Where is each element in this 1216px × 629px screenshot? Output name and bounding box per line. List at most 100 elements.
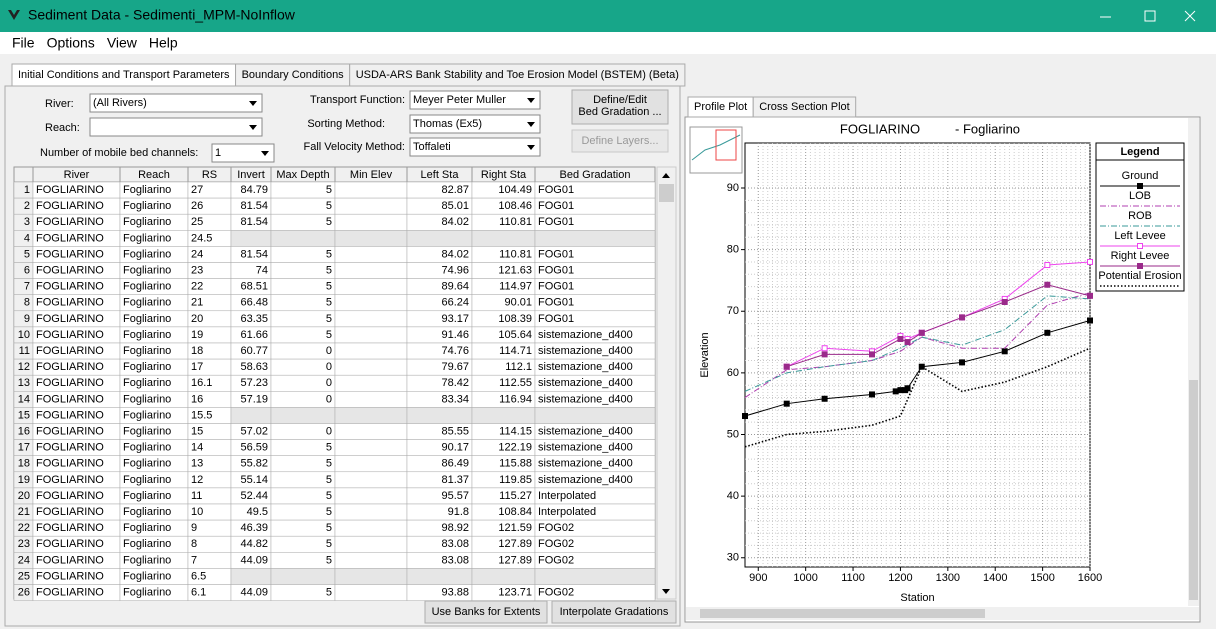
table-cell[interactable] [334, 278, 408, 295]
menu-item[interactable]: View [107, 35, 138, 51]
cell-text: Fogliarino [123, 281, 171, 293]
table-cell[interactable] [334, 503, 408, 521]
cell-text: 84.02 [441, 248, 469, 260]
cell-text: 21 [191, 297, 203, 309]
cell-text: 5 [326, 554, 332, 566]
table-scroll-thumb[interactable] [659, 184, 674, 202]
action-button[interactable] [551, 600, 677, 624]
transport-combo[interactable] [409, 90, 541, 110]
table-cell[interactable] [334, 568, 408, 585]
menu-item[interactable]: File [12, 35, 35, 51]
define-gradation-button[interactable] [571, 89, 669, 125]
cell-text: FOGLIARINO [36, 442, 104, 454]
plot-hscroll-thumb[interactable] [700, 609, 985, 618]
table-cell[interactable] [334, 326, 408, 344]
row-number: 17 [18, 442, 30, 454]
transport-label: Transport Function: [310, 94, 405, 106]
table-cell[interactable] [334, 294, 408, 312]
fall-combo[interactable] [409, 137, 541, 157]
cell-text: 20 [191, 313, 203, 325]
cell-text: 68.51 [240, 281, 268, 293]
cell-text: 5 [326, 474, 332, 486]
cell-text: 0 [326, 393, 332, 405]
table-cell[interactable] [334, 374, 408, 392]
point-marker [1087, 317, 1093, 324]
table-cell[interactable] [334, 262, 408, 279]
table-cell[interactable] [230, 568, 272, 585]
table-cell[interactable] [334, 584, 408, 601]
point-marker [904, 385, 911, 392]
table-cell[interactable] [334, 552, 408, 569]
table-cell[interactable] [270, 407, 336, 424]
cell-text: 0 [326, 425, 332, 437]
table-cell[interactable] [406, 230, 473, 247]
table-cell[interactable] [230, 407, 272, 424]
menu-item[interactable]: Help [149, 35, 178, 51]
row-number: 3 [24, 216, 30, 228]
table-cell[interactable] [334, 342, 408, 360]
cell-text: FOG01 [538, 297, 574, 309]
plot-tab[interactable] [752, 96, 857, 118]
table-cell[interactable] [334, 423, 408, 440]
table-cell[interactable] [534, 407, 656, 424]
cell-text: 122.19 [498, 442, 532, 454]
transport-combo-value: Meyer Peter Muller [413, 94, 506, 106]
table-cell[interactable] [334, 213, 408, 231]
table-cell[interactable] [334, 310, 408, 328]
tab-label: Boundary Conditions [242, 69, 345, 81]
cell-text: 112.55 [499, 377, 532, 389]
cell-text: Interpolated [538, 506, 596, 518]
scroll-down[interactable] [662, 589, 670, 594]
table-cell[interactable] [534, 230, 656, 247]
river-combo[interactable] [89, 93, 263, 113]
cell-text: 13 [191, 458, 203, 470]
table-cell[interactable] [334, 391, 408, 408]
scroll-up[interactable] [662, 173, 670, 178]
cell-text: 44.09 [240, 586, 268, 598]
action-button[interactable] [424, 600, 548, 624]
table-cell[interactable] [334, 197, 408, 215]
close-button[interactable] [1184, 10, 1196, 22]
table-cell[interactable] [334, 181, 408, 199]
cell-text: 23 [191, 264, 203, 276]
table-cell[interactable] [270, 568, 336, 585]
table-cell[interactable] [334, 487, 408, 505]
cell-text: 46.39 [240, 522, 268, 534]
table-cell[interactable] [334, 519, 408, 537]
table-cell[interactable] [270, 230, 336, 247]
table-cell[interactable] [334, 471, 408, 489]
point-marker [742, 413, 748, 420]
maximize-button[interactable] [1144, 10, 1156, 22]
point-marker [1044, 262, 1051, 269]
table-cell[interactable] [406, 568, 473, 585]
table-cell[interactable] [334, 439, 408, 456]
menu-item[interactable]: Options [47, 35, 95, 51]
table-cell[interactable] [334, 535, 408, 553]
channels-combo[interactable] [211, 143, 275, 163]
cell-text: FOGLIARINO [36, 313, 104, 325]
sorting-combo[interactable] [409, 114, 541, 134]
legend-label: Right Levee [1111, 250, 1170, 262]
series-line [744, 347, 1091, 448]
plot-vscroll-thumb[interactable] [1189, 380, 1198, 600]
table-cell[interactable] [471, 407, 536, 424]
table-cell[interactable] [534, 568, 656, 585]
cell-text: 16.1 [191, 377, 212, 389]
table-cell[interactable] [334, 246, 408, 263]
define-layers-button[interactable] [571, 129, 669, 153]
point-marker [821, 395, 828, 402]
row-number: 2 [24, 200, 30, 212]
cell-text: 5 [326, 522, 332, 534]
cell-text: FOGLIARINO [36, 297, 104, 309]
table-cell[interactable] [334, 230, 408, 247]
table-cell[interactable] [334, 455, 408, 473]
table-cell[interactable] [471, 568, 536, 585]
legend-marker [1137, 243, 1143, 249]
table-cell[interactable] [334, 358, 408, 376]
table-cell[interactable] [230, 230, 272, 247]
table-cell[interactable] [334, 407, 408, 424]
reach-combo[interactable] [89, 117, 263, 137]
cell-text: 6.1 [191, 586, 206, 598]
table-cell[interactable] [406, 407, 473, 424]
table-cell[interactable] [471, 230, 536, 247]
